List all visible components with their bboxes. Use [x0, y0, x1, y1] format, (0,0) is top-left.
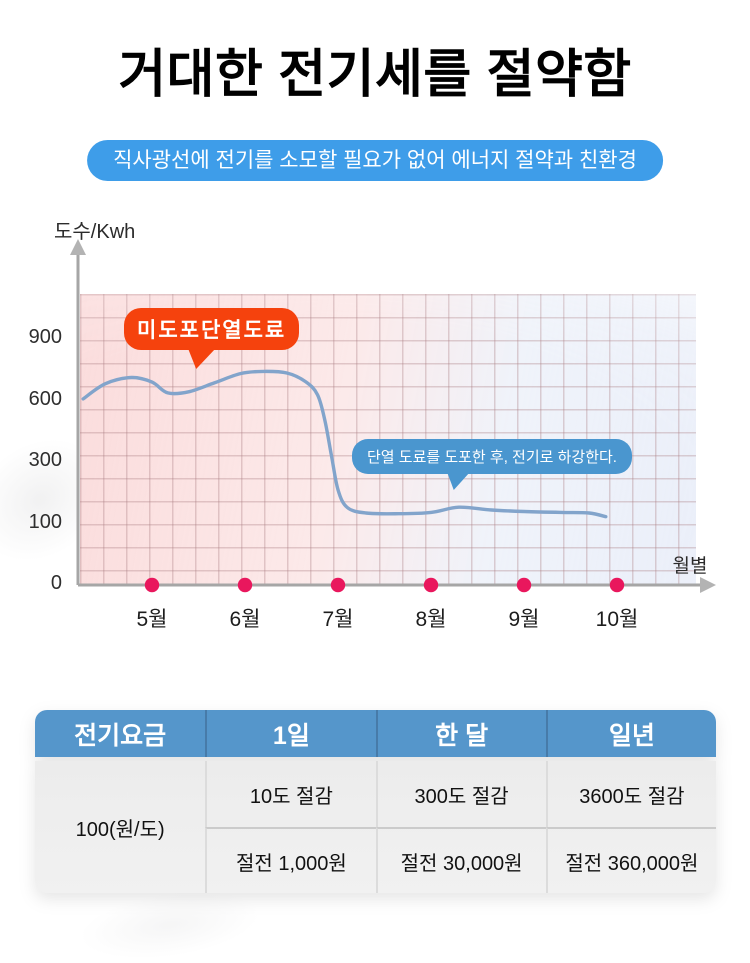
cell-rate-per-unit: 100(원/도) — [75, 818, 165, 841]
page-title: 거대한 전기세를 절약함 — [118, 46, 632, 104]
chart-canvas — [70, 239, 716, 593]
cell-month-savings-won: 절전 30,000원 — [375, 827, 546, 893]
y-tick-label: 100 — [28, 510, 62, 533]
y-tick-label: 900 — [28, 326, 62, 348]
table-body: 100(원/도) 10도 절감 300도 절감 3600도 절감 절전 1,00… — [35, 761, 716, 893]
y-axis-label: 도수/Kwh — [54, 221, 136, 243]
month-dot — [609, 577, 625, 593]
subtitle-text: 직사광선에 전기를 소모할 필요가 없어 에너지 절약과 친환경 — [113, 149, 637, 172]
savings-table: 전기요금 1일 한 달 일년 100(원/도) 10도 절감 300도 절감 3… — [35, 710, 716, 893]
x-axis-ticks: 5월 6월 7월 8월 9월 10월 — [0, 181, 750, 661]
annotation-after-coating: 단열 도료를 도포한 후, 전기로 하강한다. — [352, 439, 632, 490]
cell-month-reduction: 300도 절감 — [375, 761, 546, 827]
month-dot — [237, 577, 253, 593]
cell-year-savings-won: 절전 360,000원 — [545, 827, 716, 893]
month-dot — [423, 577, 439, 593]
x-tick-label: 5월 — [136, 608, 168, 631]
subtitle-banner: 직사광선에 전기를 소모할 필요가 없어 에너지 절약과 친환경 — [87, 140, 663, 181]
month-dot — [330, 577, 346, 593]
y-tick-label: 600 — [28, 387, 62, 410]
x-tick-label: 6월 — [229, 608, 261, 631]
header-cell-rate: 전기요금 — [74, 721, 167, 750]
cell-day-savings-won: 절전 1,000원 — [205, 827, 376, 893]
month-dot — [516, 577, 532, 593]
x-tick-label: 9월 — [508, 608, 540, 631]
cell-day-reduction: 10도 절감 — [205, 761, 375, 827]
y-tick-label: 300 — [28, 449, 62, 471]
annotation-before-text: 미도포단열도료 — [137, 319, 287, 342]
x-tick-label: 8월 — [415, 608, 447, 631]
table-header-row: 전기요금 1일 한 달 일년 — [35, 710, 716, 757]
annotation-before-coating: 미도포단열도료 — [124, 308, 300, 369]
x-tick-label: 7월 — [322, 608, 354, 631]
y-axis-ticks: 0 100 300 600 900 — [0, 181, 68, 661]
cell-year-reduction: 3600도 절감 — [545, 761, 716, 827]
y-tick-label: 0 — [50, 572, 62, 594]
header-cell-one-month: 한 달 — [375, 710, 546, 757]
x-axis-arrow-icon — [700, 577, 716, 593]
y-axis-arrow-icon — [70, 239, 86, 255]
electricity-usage-chart: 도수/Kwh 0 100 300 600 900 5월 6월 7월 8월 9월 10월 월별 미도… — [0, 181, 750, 661]
month-dot — [144, 577, 160, 593]
header-cell-one-day: 1일 — [205, 710, 375, 757]
usage-line — [81, 369, 608, 519]
x-axis-label: 월별 — [672, 556, 708, 577]
annotation-after-text: 단열 도료를 도포한 후, 전기로 하강한다. — [367, 449, 617, 466]
header-cell-one-year: 일년 — [545, 710, 716, 757]
x-tick-label: 10월 — [595, 608, 639, 631]
